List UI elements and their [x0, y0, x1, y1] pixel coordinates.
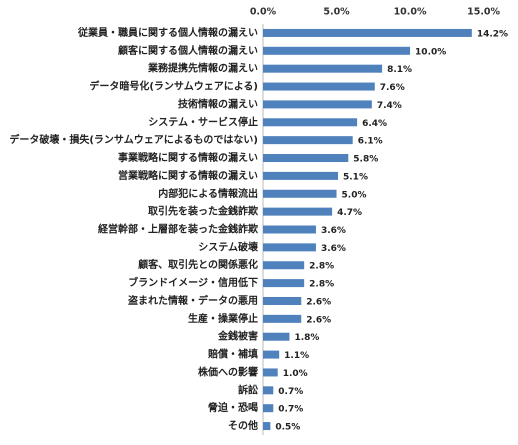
- y-tick-label: 盗まれた情報・データの悪用: [128, 294, 258, 307]
- y-tick-label: 顧客に関する個人情報の漏えい: [118, 44, 258, 57]
- value-label: 6.4%: [362, 119, 387, 129]
- x-tick-label: 15.0%: [467, 7, 500, 18]
- value-label: 5.1%: [343, 172, 368, 182]
- bar: [263, 100, 372, 109]
- value-label: 5.8%: [353, 155, 378, 165]
- y-tick-label: 金銭被害: [217, 330, 258, 343]
- bar: [263, 243, 316, 252]
- y-tick-label: 顧客、取引先との関係悪化: [138, 258, 258, 271]
- bar: [263, 350, 280, 359]
- bar: [263, 332, 290, 341]
- bar: [263, 64, 383, 73]
- value-label: 3.6%: [321, 244, 346, 254]
- y-tick-label: 従業員・職員に関する個人情報の漏えい: [77, 26, 258, 39]
- value-label: 0.5%: [275, 423, 300, 433]
- value-label: 14.2%: [477, 29, 508, 39]
- bar: [263, 422, 271, 431]
- y-tick-label: ブランドイメージ・信用低下: [128, 276, 258, 289]
- bar: [263, 404, 274, 413]
- bar: [263, 296, 302, 305]
- y-tick-label: 株価への影響: [198, 365, 258, 378]
- value-label: 10.0%: [415, 47, 446, 57]
- y-tick-label: 脅迫・恐喝: [207, 401, 258, 414]
- bar: [263, 279, 305, 288]
- value-label: 2.6%: [306, 315, 331, 325]
- value-label: 6.1%: [358, 137, 383, 147]
- bar: [263, 171, 338, 180]
- value-label: 8.1%: [387, 65, 412, 75]
- y-tick-label: 内部犯による情報流出: [158, 187, 258, 200]
- y-tick-label: 営業戦略に関する情報の漏えい: [118, 169, 258, 182]
- value-label: 2.6%: [306, 297, 331, 307]
- y-tick-label: 賠償・補填: [208, 348, 258, 361]
- value-label: 5.0%: [342, 190, 367, 200]
- y-tick-label: 生産・操業停止: [188, 312, 258, 325]
- value-label: 7.4%: [377, 101, 402, 111]
- value-label: 7.6%: [380, 83, 405, 93]
- y-tick-label: システム・サービス停止: [148, 115, 258, 128]
- y-tick-label: システム破壊: [198, 240, 259, 253]
- value-label: 1.8%: [294, 333, 319, 343]
- y-tick-label: 訴訟: [238, 383, 258, 396]
- y-tick-label: 技術情報の漏えい: [178, 97, 258, 110]
- bar: [263, 82, 375, 91]
- bar: [263, 154, 349, 163]
- value-label: 4.7%: [337, 208, 362, 218]
- bar: [263, 28, 472, 37]
- x-tick-label: 10.0%: [394, 7, 427, 18]
- bar: [263, 118, 358, 127]
- value-label: 1.1%: [284, 351, 309, 361]
- value-label: 0.7%: [278, 405, 303, 415]
- bar: [263, 314, 302, 323]
- bar: [263, 207, 333, 216]
- bar: [263, 261, 305, 270]
- x-tick-label: 5.0%: [323, 7, 350, 18]
- y-tick-label: その他: [228, 419, 258, 432]
- bar: [263, 46, 411, 55]
- value-label: 3.6%: [321, 226, 346, 236]
- value-label: 2.8%: [309, 262, 334, 272]
- y-tick-label: データ暗号化(ランサムウェアによる): [89, 80, 258, 93]
- value-label: 2.8%: [309, 280, 334, 290]
- value-label: 0.7%: [278, 387, 303, 397]
- bar: [263, 189, 337, 198]
- y-tick-label: 事業戦略に関する情報の漏えい: [118, 151, 258, 164]
- bar: [263, 225, 316, 234]
- bar: [263, 368, 278, 377]
- x-tick-label: 0.0%: [250, 7, 277, 18]
- bar: [263, 136, 353, 145]
- value-label: 1.0%: [283, 369, 308, 379]
- y-tick-label: 取引先を装った金銭詐欺: [148, 205, 258, 218]
- bar: [263, 386, 274, 395]
- y-tick-label: データ破壊・損失(ランサムウェアによるものではない): [9, 133, 258, 146]
- y-tick-label: 業務提携先情報の漏えい: [147, 62, 258, 75]
- y-tick-label: 経営幹部・上層部を装った金銭詐欺: [98, 223, 258, 236]
